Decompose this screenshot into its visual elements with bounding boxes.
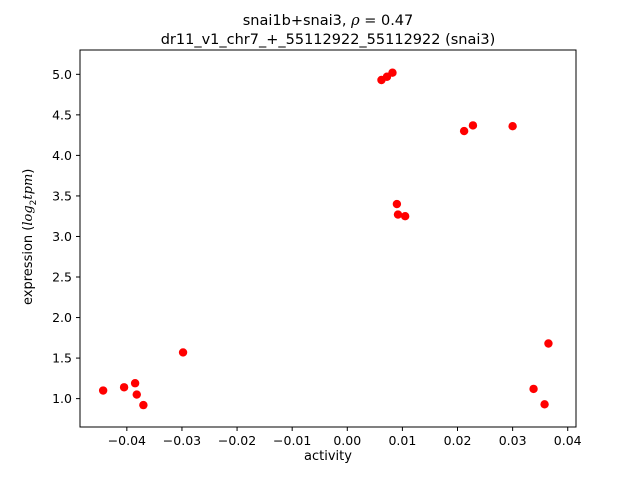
x-tick-label: 0.03 bbox=[499, 433, 527, 448]
y-tick-label: 4.5 bbox=[52, 107, 72, 122]
y-tick-label: 2.0 bbox=[52, 310, 72, 325]
chart-title: snai1b+snai3, ρ = 0.47 bbox=[80, 12, 576, 31]
y-tick-label: 2.5 bbox=[52, 270, 72, 285]
data-point bbox=[388, 68, 397, 77]
data-point bbox=[130, 379, 140, 388]
x-tick-label: 0.04 bbox=[554, 433, 582, 448]
data-point bbox=[544, 339, 553, 348]
data-point bbox=[459, 126, 469, 136]
y-tick-label: 3.0 bbox=[52, 229, 72, 244]
y-axis-label-suffix: ) bbox=[21, 168, 37, 174]
y-tick-label: 3.5 bbox=[52, 188, 72, 203]
x-tick-label: −0.02 bbox=[218, 433, 256, 448]
data-point bbox=[540, 400, 549, 409]
x-tick-label: −0.03 bbox=[163, 433, 201, 448]
data-point bbox=[132, 390, 141, 399]
y-tick-label: 1.0 bbox=[52, 391, 72, 406]
y-axis-label-sub: 2 bbox=[28, 199, 39, 206]
data-point bbox=[139, 400, 148, 410]
data-point bbox=[98, 386, 108, 395]
y-axis-label-prefix: expression ( bbox=[21, 225, 37, 305]
chart-title-prefix: snai1b+snai3, bbox=[242, 13, 352, 29]
data-point bbox=[529, 384, 538, 394]
y-axis-label: expression (log2tpm) bbox=[21, 127, 39, 347]
x-tick-label: 0.00 bbox=[333, 433, 361, 448]
y-tick-label: 4.0 bbox=[52, 148, 72, 163]
y-tick-label: 1.5 bbox=[52, 351, 72, 366]
rho-value: = 0.47 bbox=[359, 13, 414, 29]
data-point bbox=[393, 210, 403, 219]
rho-symbol: ρ bbox=[351, 13, 360, 29]
x-tick-label: 0.02 bbox=[444, 433, 472, 448]
data-point bbox=[392, 199, 402, 209]
x-tick-label: −0.01 bbox=[273, 433, 311, 448]
data-point bbox=[400, 212, 410, 221]
data-point bbox=[508, 122, 517, 131]
chart-subtitle: dr11_v1_chr7_+_55112922_55112922 (snai3) bbox=[160, 32, 496, 48]
y-axis-label-log: log bbox=[21, 205, 37, 226]
data-point bbox=[468, 121, 478, 130]
x-tick-label: 0.01 bbox=[388, 433, 416, 448]
axes-spines bbox=[79, 49, 577, 428]
data-point bbox=[119, 383, 129, 392]
x-axis-label: activity bbox=[304, 449, 352, 464]
y-axis-label-tpm: tpm bbox=[21, 173, 37, 200]
x-tick-label: −0.04 bbox=[108, 433, 146, 448]
y-tick-label: 5.0 bbox=[52, 67, 72, 82]
data-point bbox=[178, 348, 188, 357]
